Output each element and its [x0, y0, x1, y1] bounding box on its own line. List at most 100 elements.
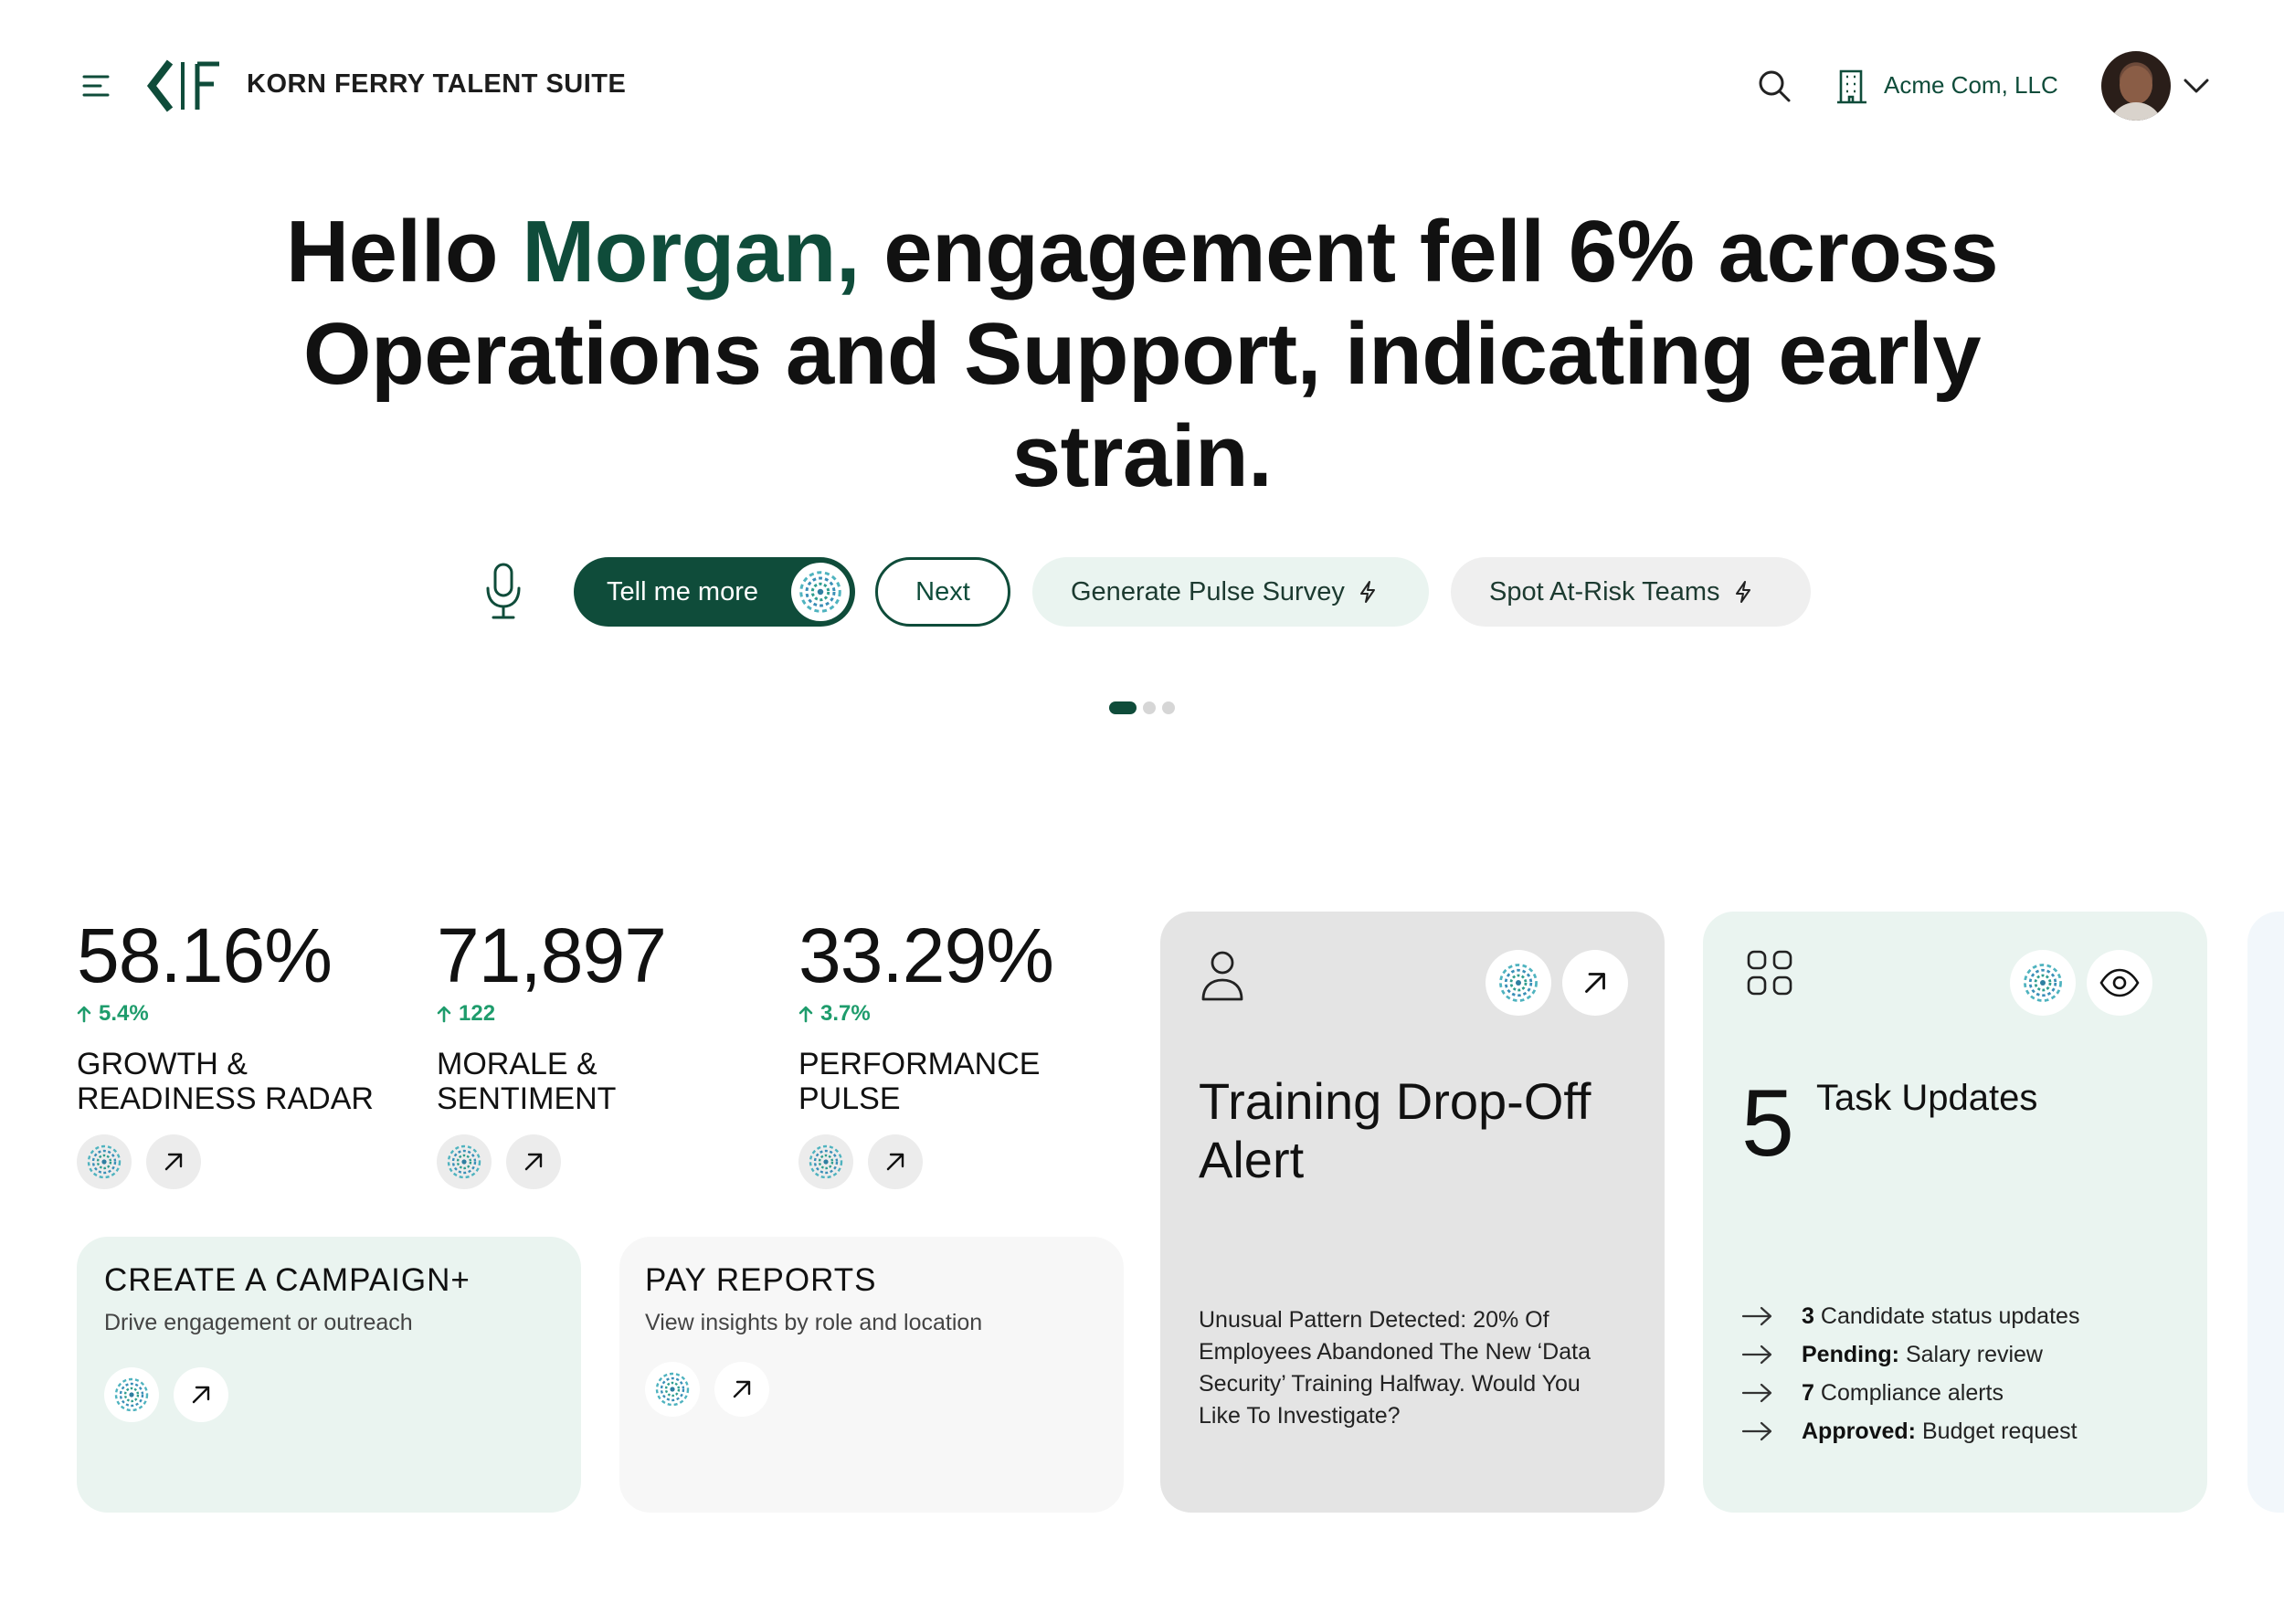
ai-assistant-button[interactable] [2010, 950, 2076, 1016]
ai-assistant-button[interactable] [798, 1134, 853, 1189]
metric-value: 71,897 [437, 912, 667, 998]
metric-label-line-2: READINESS RADAR [77, 1081, 374, 1116]
card-subtitle: Drive engagement or outreach [104, 1310, 413, 1335]
company-selector[interactable]: Acme Com, LLC [1884, 71, 2058, 99]
person-icon [1201, 951, 1243, 1001]
avatar[interactable] [2101, 51, 2171, 121]
metric-growth-readiness: 58.16% 5.4% GROWTH & READINESS RADAR [77, 910, 406, 1189]
list-item[interactable]: Pending: Salary review [1741, 1335, 2079, 1374]
metric-label-line-2: SENTIMENT [437, 1081, 617, 1116]
ai-assistant-icon [808, 1144, 844, 1180]
search-icon[interactable] [1754, 66, 1794, 106]
carousel-indicator[interactable] [1109, 701, 1175, 714]
headline-user-name: Morgan, [522, 203, 861, 301]
tell-me-more-button[interactable]: Tell me more [574, 557, 855, 627]
ai-assistant-icon [2022, 962, 2064, 1004]
headline-message: engagement fell 6% across Operations and… [302, 203, 1999, 505]
task-item-bold: Approved: [1802, 1418, 1916, 1444]
open-metric-button[interactable] [146, 1134, 201, 1189]
open-metric-button[interactable] [868, 1134, 923, 1189]
ai-assistant-icon [654, 1371, 691, 1408]
metric-delta-value: 5.4% [99, 1001, 149, 1026]
task-item-text: Budget request [1922, 1418, 2078, 1444]
metric-label-line-1: GROWTH & [77, 1047, 248, 1081]
arrow-right-icon [1741, 1305, 1774, 1327]
list-item[interactable]: Approved: Budget request [1741, 1412, 2079, 1450]
task-item-text: Salary review [1905, 1341, 2043, 1367]
arrow-up-icon [798, 1005, 813, 1023]
open-card-button[interactable] [714, 1362, 769, 1417]
metric-value: 33.29% [798, 912, 1054, 998]
next-button[interactable]: Next [875, 557, 1010, 627]
ai-assistant-button[interactable] [77, 1134, 132, 1189]
metric-value: 58.16% [77, 912, 333, 998]
page-headline: Hello Morgan, engagement fell 6% across … [228, 201, 2056, 508]
ai-assistant-button[interactable] [104, 1367, 159, 1422]
metric-delta: 3.7% [798, 1001, 1127, 1027]
chevron-down-icon[interactable] [2180, 71, 2213, 99]
metric-delta: 122 [437, 1001, 766, 1027]
task-updates-card[interactable]: 5 Task Updates 3 Candidate status updates… [1703, 912, 2207, 1513]
arrow-up-right-icon [186, 1380, 216, 1409]
arrow-right-icon [1741, 1382, 1774, 1404]
metric-label: PERFORMANCE PULSE [798, 1047, 1127, 1116]
carousel-dot-3[interactable] [1162, 701, 1175, 714]
pulse-label: Generate Pulse Survey [1071, 576, 1345, 606]
next-card-peek[interactable] [2247, 912, 2284, 1513]
ai-assistant-button[interactable] [437, 1134, 492, 1189]
brand-name: KORN FERRY TALENT SUITE [247, 69, 627, 99]
menu-icon[interactable] [80, 71, 117, 100]
tell-me-more-label: Tell me more [607, 576, 758, 606]
metric-delta: 5.4% [77, 1001, 406, 1027]
ai-assistant-button[interactable] [645, 1362, 700, 1417]
arrow-up-icon [437, 1005, 451, 1023]
open-card-button[interactable] [174, 1367, 228, 1422]
training-alert-card[interactable]: Training Drop-Off Alert Unusual Pattern … [1160, 912, 1665, 1513]
arrow-right-icon [1741, 1420, 1774, 1442]
arrow-up-right-icon [727, 1375, 756, 1404]
arrow-up-right-icon [881, 1147, 910, 1176]
metric-morale-sentiment: 71,897 122 MORALE & SENTIMENT [437, 910, 766, 1189]
ai-assistant-icon [86, 1144, 122, 1180]
metric-label: GROWTH & READINESS RADAR [77, 1047, 406, 1116]
view-tasks-button[interactable] [2087, 950, 2152, 1016]
task-item-bold: Pending: [1802, 1341, 1899, 1367]
card-title: Task Updates [1816, 1078, 2038, 1118]
card-title: PAY REPORTS [645, 1262, 877, 1298]
building-icon [1837, 69, 1866, 104]
open-card-button[interactable] [1562, 950, 1628, 1016]
metric-delta-value: 3.7% [820, 1001, 871, 1026]
task-count: 5 [1741, 1070, 1794, 1176]
metric-delta-value: 122 [459, 1001, 496, 1026]
task-item-text: Compliance alerts [1820, 1379, 2004, 1406]
bolt-icon [1735, 581, 1750, 603]
generate-pulse-survey-button[interactable]: Generate Pulse Survey [1032, 557, 1429, 627]
metric-label-line-2: PULSE [798, 1081, 901, 1116]
arrow-up-right-icon [159, 1147, 188, 1176]
risk-label: Spot At-Risk Teams [1489, 576, 1720, 606]
avatar-face [2120, 66, 2152, 104]
task-list: 3 Candidate status updates Pending: Salary… [1741, 1297, 2079, 1450]
spot-at-risk-teams-button[interactable]: Spot At-Risk Teams [1451, 557, 1811, 627]
task-item-bold: 7 [1802, 1379, 1814, 1406]
carousel-dot-1[interactable] [1109, 701, 1137, 714]
carousel-dot-2[interactable] [1143, 701, 1156, 714]
open-metric-button[interactable] [506, 1134, 561, 1189]
arrow-right-icon [1741, 1344, 1774, 1366]
metric-label: MORALE & SENTIMENT [437, 1047, 766, 1116]
eye-icon [2099, 968, 2140, 997]
list-item[interactable]: 7 Compliance alerts [1741, 1374, 2079, 1412]
arrow-up-right-icon [519, 1147, 548, 1176]
korn-ferry-logo[interactable] [146, 58, 225, 113]
card-title: CREATE A CAMPAIGN+ [104, 1262, 471, 1298]
list-item[interactable]: 3 Candidate status updates [1741, 1297, 2079, 1335]
ai-assistant-icon [791, 563, 850, 621]
arrow-up-icon [77, 1005, 91, 1023]
avatar-body [2109, 102, 2163, 121]
microphone-icon[interactable] [481, 561, 526, 623]
ai-assistant-icon [446, 1144, 482, 1180]
ai-assistant-button[interactable] [1486, 950, 1551, 1016]
pay-reports-card[interactable]: PAY REPORTS View insights by role and lo… [619, 1237, 1124, 1513]
create-campaign-card[interactable]: CREATE A CAMPAIGN+ Drive engagement or o… [77, 1237, 581, 1513]
